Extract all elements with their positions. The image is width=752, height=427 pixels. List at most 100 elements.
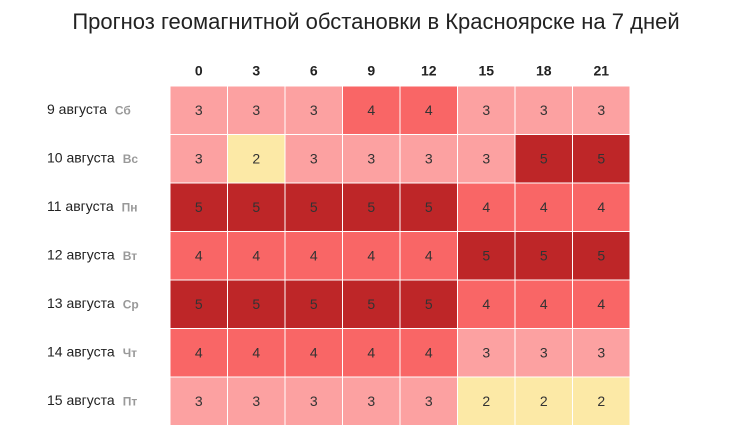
row-date: 10 августа xyxy=(47,149,115,165)
row-date: 12 августа xyxy=(47,246,115,262)
cell-value: 3 xyxy=(195,393,203,409)
cell-value: 5 xyxy=(310,296,318,312)
cell-value: 3 xyxy=(597,102,605,118)
cell xyxy=(284,231,343,281)
row-date: 15 августа xyxy=(47,392,115,408)
cell xyxy=(169,376,228,426)
cell xyxy=(514,328,573,378)
row-date: 13 августа xyxy=(47,295,115,311)
cell-value: 5 xyxy=(310,199,318,215)
cell-value: 4 xyxy=(310,344,318,360)
cell-value: 5 xyxy=(195,296,203,312)
cell xyxy=(457,328,516,378)
cell-value: 3 xyxy=(597,344,605,360)
cell-value: 4 xyxy=(597,296,605,312)
cell xyxy=(342,134,401,184)
column-header: 21 xyxy=(593,63,609,79)
cell-value: 3 xyxy=(367,393,375,409)
cell xyxy=(457,134,516,184)
cell xyxy=(342,182,401,232)
cell xyxy=(572,134,631,184)
cell-value: 4 xyxy=(425,247,433,263)
cell-value: 4 xyxy=(425,344,433,360)
cell xyxy=(169,85,228,135)
row-weekday: Чт xyxy=(123,346,137,360)
cell-value: 4 xyxy=(540,296,548,312)
cell xyxy=(514,376,573,426)
row-weekday: Ср xyxy=(123,297,139,311)
cell xyxy=(514,279,573,329)
cell xyxy=(284,85,343,135)
cell-value: 2 xyxy=(482,393,490,409)
cell xyxy=(169,182,228,232)
cell xyxy=(457,85,516,135)
cell-value: 4 xyxy=(195,247,203,263)
chart-title: Прогноз геомагнитной обстановки в Красно… xyxy=(72,9,679,34)
cell xyxy=(227,376,286,426)
cell-value: 3 xyxy=(195,102,203,118)
cell-value: 3 xyxy=(310,150,318,166)
cell-value: 4 xyxy=(367,344,375,360)
cell-value: 3 xyxy=(425,150,433,166)
cell-value: 5 xyxy=(367,296,375,312)
cell-value: 4 xyxy=(252,344,260,360)
cell-value: 4 xyxy=(367,247,375,263)
cell xyxy=(284,182,343,232)
row-weekday: Сб xyxy=(115,103,131,117)
cell-value: 3 xyxy=(310,393,318,409)
cell xyxy=(572,328,631,378)
cell xyxy=(399,376,458,426)
cell-value: 5 xyxy=(597,150,605,166)
cell xyxy=(572,85,631,135)
column-header: 9 xyxy=(367,63,375,79)
column-header: 12 xyxy=(421,63,437,79)
cell-value: 4 xyxy=(425,102,433,118)
cell-value: 5 xyxy=(195,199,203,215)
cell-value: 3 xyxy=(540,344,548,360)
cell-value: 2 xyxy=(540,393,548,409)
cell-value: 5 xyxy=(425,199,433,215)
cell xyxy=(514,182,573,232)
cell xyxy=(572,279,631,329)
cell xyxy=(399,279,458,329)
row-weekday: Пт xyxy=(123,394,138,408)
cell xyxy=(284,376,343,426)
row-date: 9 августа xyxy=(47,101,107,117)
cell-value: 4 xyxy=(482,296,490,312)
cell xyxy=(169,231,228,281)
cell-value: 4 xyxy=(252,247,260,263)
row-date: 14 августа xyxy=(47,343,115,359)
cell xyxy=(342,231,401,281)
column-header: 18 xyxy=(536,63,552,79)
row-weekday: Вс xyxy=(123,152,139,166)
cell xyxy=(227,85,286,135)
cell xyxy=(457,376,516,426)
column-header: 6 xyxy=(310,63,318,79)
column-header: 3 xyxy=(252,63,260,79)
cell-value: 3 xyxy=(482,150,490,166)
cell-value: 3 xyxy=(482,102,490,118)
cell xyxy=(399,182,458,232)
cell xyxy=(572,182,631,232)
cell-value: 4 xyxy=(482,199,490,215)
cell-value: 5 xyxy=(367,199,375,215)
cell-value: 4 xyxy=(597,199,605,215)
cell xyxy=(227,328,286,378)
cell-value: 5 xyxy=(252,296,260,312)
cell-value: 3 xyxy=(367,150,375,166)
cell-value: 3 xyxy=(252,393,260,409)
row-weekday: Вт xyxy=(123,249,138,263)
cell-value: 3 xyxy=(425,393,433,409)
cell xyxy=(457,182,516,232)
cell-value: 4 xyxy=(540,199,548,215)
cell-value: 4 xyxy=(195,344,203,360)
cell xyxy=(227,134,286,184)
cell-value: 4 xyxy=(367,102,375,118)
cell-value: 2 xyxy=(597,393,605,409)
cell-value: 5 xyxy=(482,247,490,263)
cell-value: 5 xyxy=(597,247,605,263)
cell-value: 3 xyxy=(310,102,318,118)
cell-value: 5 xyxy=(252,199,260,215)
cell xyxy=(227,182,286,232)
